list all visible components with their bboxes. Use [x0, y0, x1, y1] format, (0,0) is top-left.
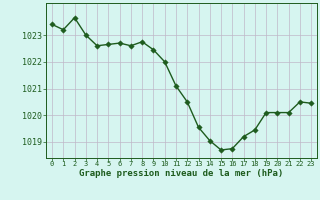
X-axis label: Graphe pression niveau de la mer (hPa): Graphe pression niveau de la mer (hPa)	[79, 169, 284, 178]
